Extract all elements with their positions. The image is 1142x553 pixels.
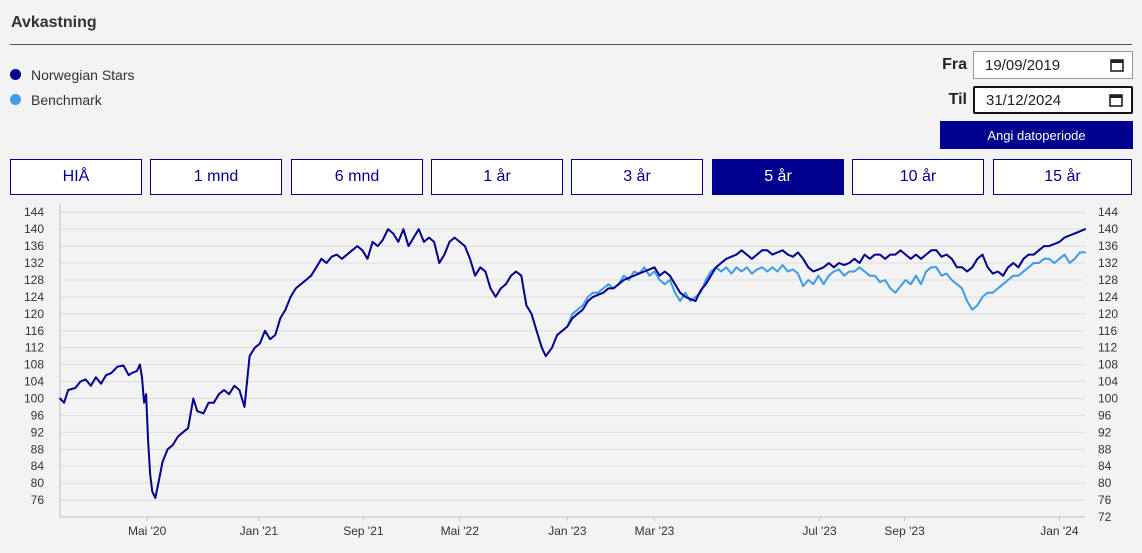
series-line-benchmark: [566, 251, 1086, 328]
y-tick-label-right: 108: [1098, 358, 1118, 372]
period-button-1-mnd[interactable]: 1 mnd: [150, 159, 282, 195]
series-dot-icon: [10, 69, 21, 80]
from-date-label: Fra: [942, 56, 967, 73]
x-tick-label: Mar '23: [635, 524, 675, 538]
period-button-6-mnd[interactable]: 6 mnd: [291, 159, 423, 195]
x-tick-label: Jul '23: [802, 524, 837, 538]
period-button-1-ar[interactable]: 1 år: [431, 159, 563, 195]
period-button-10-ar[interactable]: 10 år: [852, 159, 984, 195]
from-date-value: 19/09/2019: [985, 56, 1061, 74]
y-tick-label-left: 100: [24, 391, 44, 405]
y-tick-label-left: 92: [31, 425, 45, 439]
apply-date-period-button[interactable]: Angi datoperiode: [940, 121, 1133, 149]
y-tick-label-left: 88: [31, 442, 45, 456]
y-tick-label-right: 76: [1098, 493, 1112, 507]
y-tick-label-right: 72: [1098, 510, 1112, 524]
y-tick-label-left: 136: [24, 239, 44, 253]
to-date-label: Til: [948, 91, 967, 108]
to-date-row: Til 31/12/2024: [937, 86, 1133, 114]
x-tick-label: Jan '23: [548, 524, 587, 538]
y-tick-label-left: 76: [31, 493, 45, 507]
title-divider: [10, 44, 1132, 45]
y-tick-label-right: 132: [1098, 256, 1118, 270]
y-tick-label-left: 124: [24, 290, 44, 304]
y-tick-label-left: 144: [24, 205, 44, 219]
to-date-input[interactable]: 31/12/2024: [973, 86, 1133, 114]
period-button-5-ar[interactable]: 5 år: [712, 159, 844, 195]
y-tick-label-left: 80: [31, 476, 45, 490]
x-tick-label: Sep '21: [343, 524, 384, 538]
from-date-input[interactable]: 19/09/2019: [973, 51, 1133, 79]
y-tick-label-left: 104: [24, 375, 44, 389]
calendar-icon[interactable]: [1109, 93, 1123, 107]
y-tick-label-right: 112: [1098, 341, 1117, 355]
y-tick-label-right: 140: [1098, 222, 1118, 236]
period-button-3-ar[interactable]: 3 år: [571, 159, 703, 195]
to-date-value: 31/12/2024: [986, 91, 1062, 109]
period-button-hia[interactable]: HIÅ: [10, 159, 142, 195]
series-dot-icon: [10, 94, 21, 105]
y-tick-label-right: 136: [1098, 239, 1118, 253]
x-tick-label: Mai '22: [441, 524, 480, 538]
y-tick-label-right: 144: [1098, 205, 1118, 219]
performance-chart: 76 80 84 88 92 96 100 104 108 112 116 120 124 128 132 1…: [24, 204, 1118, 538]
y-tick-label-left: 84: [31, 459, 45, 473]
y-tick-label-left: 132: [24, 256, 44, 270]
x-tick-label: Mai '20: [128, 524, 167, 538]
x-tick-label: Jan '24: [1040, 524, 1079, 538]
y-tick-label-right: 104: [1098, 375, 1118, 389]
y-tick-label-right: 120: [1098, 307, 1118, 321]
y-tick-label-right: 96: [1098, 408, 1112, 422]
y-tick-label-left: 112: [25, 341, 44, 355]
from-date-row: Fra 19/09/2019: [937, 51, 1133, 79]
y-tick-label-right: 80: [1098, 476, 1112, 490]
legend-label: Benchmark: [31, 91, 102, 108]
y-tick-label-right: 88: [1098, 442, 1112, 456]
y-tick-label-right: 84: [1098, 459, 1112, 473]
legend-label: Norwegian Stars: [31, 66, 135, 83]
x-tick-label: Jan '21: [240, 524, 279, 538]
y-tick-label-right: 116: [1098, 324, 1117, 338]
y-tick-label-left: 116: [25, 324, 44, 338]
series-line-norwegian-stars: [59, 228, 1086, 499]
legend-item-benchmark[interactable]: Benchmark: [10, 87, 135, 112]
y-tick-label-left: 96: [31, 408, 45, 422]
period-button-15-ar[interactable]: 15 år: [993, 159, 1132, 195]
y-tick-label-left: 128: [24, 273, 44, 287]
legend-item-norwegian-stars[interactable]: Norwegian Stars: [10, 62, 135, 87]
x-tick-label: Sep '23: [884, 524, 925, 538]
y-tick-label-right: 124: [1098, 290, 1118, 304]
y-tick-label-left: 120: [24, 307, 44, 321]
page-title: Avkastning: [11, 14, 97, 31]
y-tick-label-right: 92: [1098, 425, 1112, 439]
y-tick-label-left: 140: [24, 222, 44, 236]
chart-legend: Norwegian Stars Benchmark: [10, 62, 135, 112]
y-tick-label-right: 128: [1098, 273, 1118, 287]
y-tick-label-right: 100: [1098, 391, 1118, 405]
y-tick-label-left: 108: [24, 358, 44, 372]
calendar-icon[interactable]: [1110, 58, 1124, 72]
